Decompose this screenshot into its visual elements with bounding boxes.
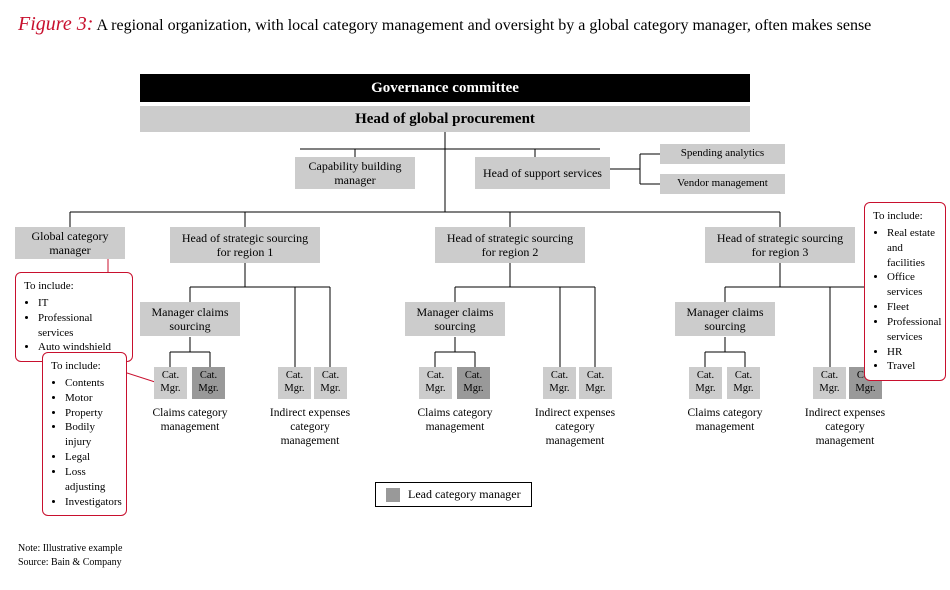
footnote-source: Source: Bain & Company <box>18 556 122 570</box>
list-item: Office services <box>887 270 937 300</box>
footnote: Note: Illustrative example Source: Bain … <box>18 542 122 570</box>
node-catmgr-r3-2: Cat. Mgr. <box>727 367 760 399</box>
node-catmgr-r2-4: Cat. Mgr. <box>579 367 612 399</box>
list-item: Motor <box>65 391 118 406</box>
callout-indirect-list: Real estate and facilities Office servic… <box>873 226 937 374</box>
node-capability-label: Capability building manager <box>301 159 409 188</box>
sublabel-text: Indirect expenses category management <box>535 407 615 447</box>
sublabel-indirect-r2: Indirect expenses category management <box>525 407 625 448</box>
node-mgr-claims-r1-label: Manager claims sourcing <box>146 305 234 334</box>
node-capability: Capability building manager <box>295 157 415 189</box>
node-region2-label: Head of strategic sourcing for region 2 <box>441 231 579 260</box>
list-item: HR <box>887 345 937 360</box>
sublabel-text: Claims category management <box>687 407 762 433</box>
node-global-cat-mgr: Global category manager <box>15 227 125 259</box>
node-mgr-claims-r2-label: Manager claims sourcing <box>411 305 499 334</box>
node-catmgr-r2-1: Cat. Mgr. <box>419 367 452 399</box>
catmgr-label: Cat. Mgr. <box>463 370 484 395</box>
node-mgr-claims-r3-label: Manager claims sourcing <box>681 305 769 334</box>
node-vendor-label: Vendor management <box>677 177 768 190</box>
sublabel-text: Claims category management <box>417 407 492 433</box>
node-spending-analytics: Spending analytics <box>660 144 785 164</box>
node-catmgr-r3-1: Cat. Mgr. <box>689 367 722 399</box>
callout-global: To include: IT Professional services Aut… <box>15 272 133 362</box>
footnote-note: Note: Illustrative example <box>18 542 122 556</box>
node-region-2: Head of strategic sourcing for region 2 <box>435 227 585 263</box>
node-catmgr-r1-4: Cat. Mgr. <box>314 367 347 399</box>
node-region1-label: Head of strategic sourcing for region 1 <box>176 231 314 260</box>
figure-label: Figure 3: <box>18 13 93 35</box>
figure-caption: Figure 3: A regional organization, with … <box>18 10 932 38</box>
figure-caption-text: A regional organization, with local cate… <box>96 17 871 34</box>
catmgr-label: Cat. Mgr. <box>695 370 716 395</box>
node-support-label: Head of support services <box>483 166 602 180</box>
list-item: Travel <box>887 359 937 374</box>
node-spending-label: Spending analytics <box>681 147 764 160</box>
sublabel-text: Indirect expenses category management <box>270 407 350 447</box>
callout-claims-list: Contents Motor Property Bodily injury Le… <box>51 376 118 510</box>
node-support: Head of support services <box>475 157 610 189</box>
node-catmgr-r2-3: Cat. Mgr. <box>543 367 576 399</box>
callout-global-list: IT Professional services Auto windshield <box>24 296 124 355</box>
node-mgr-claims-r2: Manager claims sourcing <box>405 302 505 336</box>
node-mgr-claims-r1: Manager claims sourcing <box>140 302 240 336</box>
sublabel-text: Indirect expenses category management <box>805 407 885 447</box>
callout-title: To include: <box>873 209 937 224</box>
sublabel-indirect-r3: Indirect expenses category management <box>795 407 895 448</box>
sublabel-claims-r2: Claims category management <box>405 407 505 435</box>
sublabel-claims-r3: Claims category management <box>675 407 775 435</box>
legend-label: Lead category manager <box>408 487 521 502</box>
list-item: Bodily injury <box>65 420 118 450</box>
catmgr-label: Cat. Mgr. <box>585 370 606 395</box>
list-item: Loss adjusting <box>65 465 118 495</box>
callout-indirect: To include: Real estate and facilities O… <box>864 202 946 381</box>
node-vendor-mgmt: Vendor management <box>660 174 785 194</box>
catmgr-label: Cat. Mgr. <box>320 370 341 395</box>
catmgr-label: Cat. Mgr. <box>284 370 305 395</box>
catmgr-label: Cat. Mgr. <box>549 370 570 395</box>
catmgr-label: Cat. Mgr. <box>819 370 840 395</box>
catmgr-label: Cat. Mgr. <box>425 370 446 395</box>
list-item: Legal <box>65 450 118 465</box>
node-catmgr-r2-2-lead: Cat. Mgr. <box>457 367 490 399</box>
catmgr-label: Cat. Mgr. <box>160 370 181 395</box>
node-region3-label: Head of strategic sourcing for region 3 <box>711 231 849 260</box>
list-item: Professional services <box>887 315 937 345</box>
node-catmgr-r3-3: Cat. Mgr. <box>813 367 846 399</box>
node-catmgr-r1-1: Cat. Mgr. <box>154 367 187 399</box>
list-item: Real estate and facilities <box>887 226 937 271</box>
org-chart: Governance committee Head of global proc… <box>0 72 950 572</box>
node-region-3: Head of strategic sourcing for region 3 <box>705 227 855 263</box>
list-item: IT <box>38 296 124 311</box>
list-item: Contents <box>65 376 118 391</box>
callout-claims: To include: Contents Motor Property Bodi… <box>42 352 127 516</box>
node-mgr-claims-r3: Manager claims sourcing <box>675 302 775 336</box>
node-head-global-label: Head of global procurement <box>355 110 535 128</box>
node-global-cat-mgr-label: Global category manager <box>21 229 119 258</box>
legend: Lead category manager <box>375 482 532 507</box>
callout-title: To include: <box>24 279 124 294</box>
list-item: Investigators <box>65 495 118 510</box>
catmgr-label: Cat. Mgr. <box>733 370 754 395</box>
list-item: Professional services <box>38 311 124 341</box>
list-item: Property <box>65 406 118 421</box>
node-catmgr-r1-2-lead: Cat. Mgr. <box>192 367 225 399</box>
node-region-1: Head of strategic sourcing for region 1 <box>170 227 320 263</box>
catmgr-label: Cat. Mgr. <box>198 370 219 395</box>
sublabel-claims-r1: Claims category management <box>140 407 240 435</box>
node-head-global: Head of global procurement <box>140 106 750 132</box>
callout-title: To include: <box>51 359 118 374</box>
sublabel-indirect-r1: Indirect expenses category management <box>260 407 360 448</box>
node-governance-label: Governance committee <box>371 79 519 97</box>
node-catmgr-r1-3: Cat. Mgr. <box>278 367 311 399</box>
sublabel-text: Claims category management <box>152 407 227 433</box>
node-governance: Governance committee <box>140 74 750 102</box>
legend-swatch <box>386 488 400 502</box>
list-item: Fleet <box>887 300 937 315</box>
